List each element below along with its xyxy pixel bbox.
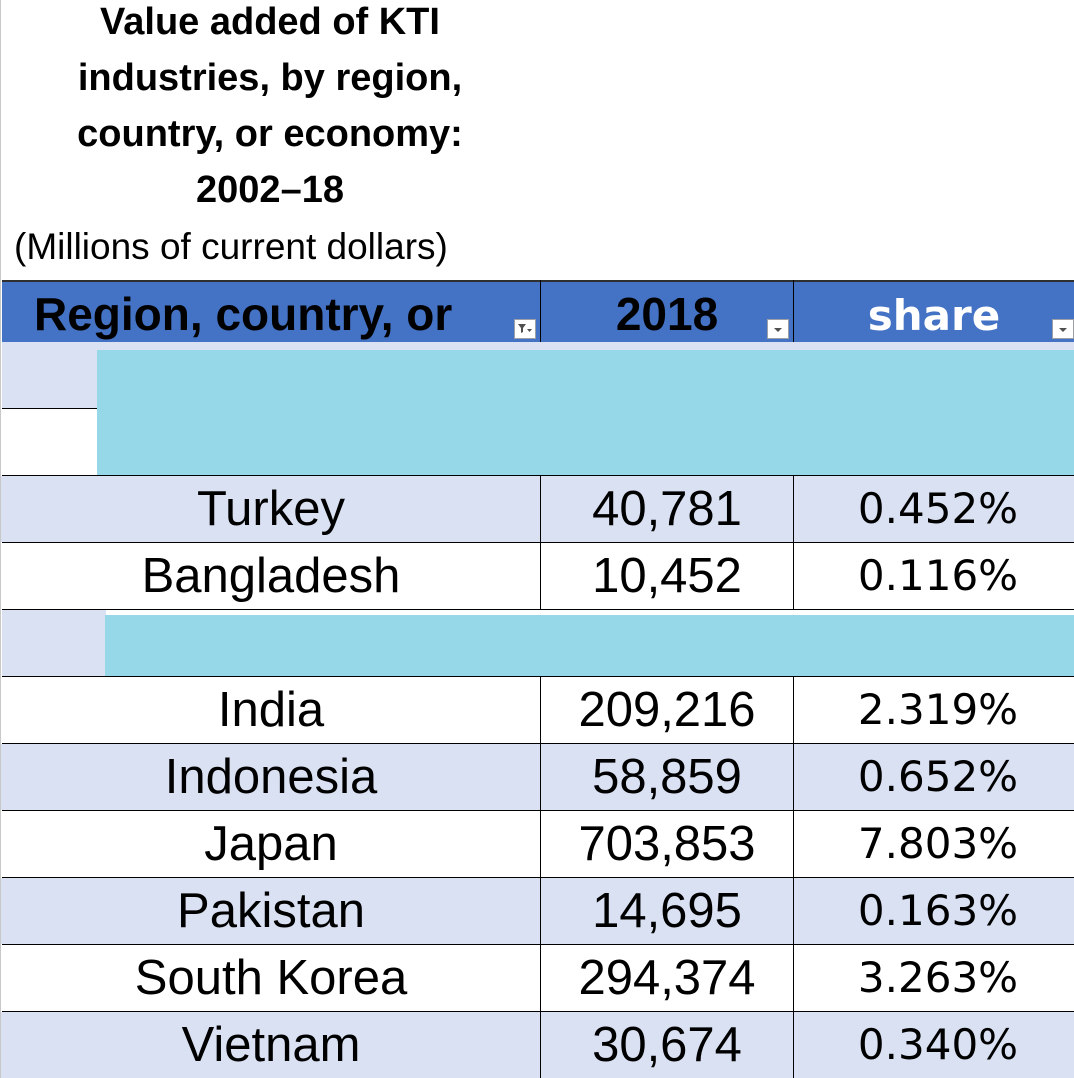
table-row[interactable]: Bangladesh 10,452 0.116% bbox=[0, 543, 1074, 609]
row-divider bbox=[2, 1011, 1074, 1012]
row-divider bbox=[2, 944, 1074, 945]
title-line: industries, by region, bbox=[77, 57, 463, 99]
row-divider bbox=[2, 609, 1074, 610]
row-divider bbox=[2, 676, 1074, 677]
value-2018: 294,374 bbox=[578, 951, 756, 1005]
share-value: 3.263% bbox=[857, 953, 1019, 1002]
share-value: 2.319% bbox=[857, 685, 1019, 734]
table-row[interactable]: Turkey 40,781 0.452% bbox=[0, 476, 1074, 542]
table-title: Value added of KTI industries, by region… bbox=[10, 0, 530, 218]
country-name: Vietnam bbox=[181, 1018, 361, 1072]
band-row-stub bbox=[2, 610, 106, 676]
table-row[interactable]: South Korea 294,374 3.263% bbox=[0, 945, 1074, 1011]
band-row-stub bbox=[96, 342, 1074, 350]
band-row-stub bbox=[2, 342, 98, 408]
dropdown-arrow-icon[interactable] bbox=[767, 319, 789, 339]
column-divider bbox=[793, 677, 794, 1078]
country-name: Pakistan bbox=[177, 884, 365, 938]
sheet-left-border bbox=[0, 282, 1, 1078]
region-group-band bbox=[105, 615, 1074, 676]
value-2018: 30,674 bbox=[592, 1018, 742, 1072]
funnel-dropdown-icon[interactable] bbox=[514, 319, 536, 339]
header-region[interactable]: Region, country, or bbox=[2, 280, 540, 342]
country-name: Japan bbox=[204, 817, 338, 871]
share-value: 0.452% bbox=[857, 484, 1019, 533]
value-2018: 703,853 bbox=[578, 817, 756, 871]
region-group-band bbox=[97, 350, 1074, 475]
table-subtitle: (Millions of current dollars) bbox=[14, 226, 448, 267]
row-divider bbox=[2, 475, 1074, 476]
table-row[interactable]: Japan 703,853 7.803% bbox=[0, 811, 1074, 877]
column-divider bbox=[793, 476, 794, 610]
row-divider bbox=[2, 877, 1074, 878]
share-value: 0.652% bbox=[857, 752, 1019, 801]
country-name: India bbox=[217, 683, 325, 737]
header-2018[interactable]: 2018 bbox=[541, 280, 793, 342]
row-divider bbox=[2, 408, 97, 409]
value-2018: 10,452 bbox=[592, 549, 742, 603]
value-2018: 14,695 bbox=[592, 884, 742, 938]
title-line: country, or economy: bbox=[77, 113, 463, 155]
country-name: Indonesia bbox=[164, 750, 378, 804]
share-value: 0.340% bbox=[857, 1020, 1019, 1069]
header-share-label: share bbox=[867, 291, 1001, 340]
value-2018: 209,216 bbox=[578, 683, 756, 737]
table-row[interactable]: Indonesia 58,859 0.652% bbox=[0, 744, 1074, 810]
share-value: 7.803% bbox=[857, 819, 1019, 868]
value-2018: 58,859 bbox=[592, 750, 742, 804]
title-line: 2002–18 bbox=[196, 169, 344, 211]
table-row[interactable]: Vietnam 30,674 0.340% bbox=[0, 1012, 1074, 1078]
row-divider bbox=[2, 743, 1074, 744]
header-share[interactable]: share bbox=[794, 280, 1074, 342]
sheet-left-border bbox=[0, 0, 1, 282]
row-divider bbox=[2, 542, 1074, 543]
band-row-stub bbox=[2, 409, 98, 475]
column-divider bbox=[540, 476, 541, 610]
value-2018: 40,781 bbox=[592, 482, 742, 536]
dropdown-arrow-icon[interactable] bbox=[1052, 319, 1074, 339]
country-name: Bangladesh bbox=[141, 549, 401, 603]
row-divider bbox=[2, 810, 1074, 811]
table-row[interactable]: India 209,216 2.319% bbox=[0, 677, 1074, 743]
share-value: 0.116% bbox=[857, 551, 1019, 600]
share-value: 0.163% bbox=[857, 886, 1019, 935]
header-divider bbox=[540, 280, 541, 342]
header-region-label: Region, country, or bbox=[34, 288, 453, 340]
column-divider bbox=[540, 677, 541, 1078]
header-divider bbox=[793, 280, 794, 342]
country-name: South Korea bbox=[134, 951, 408, 1005]
country-name: Turkey bbox=[197, 482, 345, 536]
table-row[interactable]: Pakistan 14,695 0.163% bbox=[0, 878, 1074, 944]
title-line: Value added of KTI bbox=[100, 1, 440, 43]
header-2018-label: 2018 bbox=[615, 288, 719, 340]
